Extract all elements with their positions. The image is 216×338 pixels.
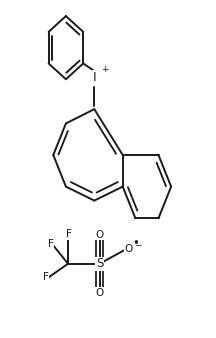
Text: O: O	[95, 288, 104, 298]
Text: F: F	[48, 239, 54, 249]
Text: F: F	[66, 230, 71, 240]
Text: O: O	[95, 230, 104, 240]
Text: S: S	[96, 257, 103, 270]
Text: •: •	[132, 237, 139, 250]
Text: I: I	[92, 71, 96, 84]
Text: F: F	[43, 272, 49, 282]
Text: +: +	[101, 65, 109, 74]
Text: O: O	[124, 244, 133, 255]
Text: −: −	[134, 240, 141, 249]
